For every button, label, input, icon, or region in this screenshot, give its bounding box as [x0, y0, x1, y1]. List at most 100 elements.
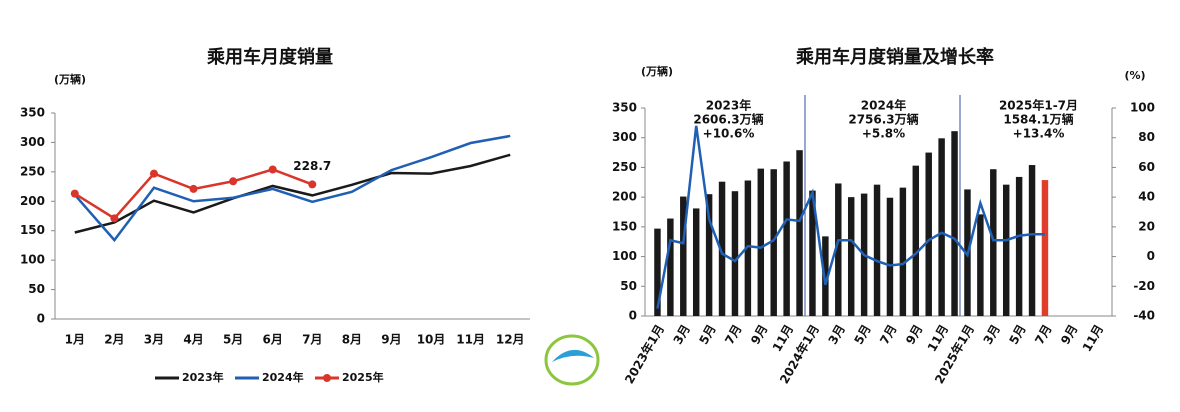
logo-car: [552, 349, 594, 362]
y-tick-label: 350: [20, 106, 45, 120]
x-tick-label: 7月: [877, 322, 899, 347]
x-tick-label: 10月: [417, 333, 446, 347]
y-unit: (万辆): [54, 72, 86, 86]
x-tick-label: 3月: [671, 322, 693, 347]
bar: [705, 194, 713, 316]
x-tick-label: 5月: [1006, 322, 1028, 347]
x-tick-label: 3月: [826, 322, 848, 347]
bar: [783, 161, 790, 316]
annotation: +13.4%: [1013, 127, 1065, 141]
x-tick-label: 5月: [223, 333, 243, 347]
y-tick-label: 250: [20, 164, 45, 178]
x-tick-label: 3月: [144, 333, 164, 347]
x-tick-label: 2023年1月: [621, 322, 667, 386]
chart-title: 乘用车月度销量: [206, 46, 333, 68]
x-tick-label: 7月: [722, 322, 744, 347]
point: [268, 165, 277, 174]
x-tick-label: 8月: [342, 333, 362, 347]
bar: [757, 168, 765, 316]
legend-label: 2025年: [342, 370, 384, 384]
bar: [770, 169, 777, 316]
annotation: 2024年: [861, 98, 906, 113]
bar: [692, 208, 700, 316]
x-tick-label: 7月: [302, 333, 322, 347]
bar: [654, 228, 661, 316]
y-tick-label: 150: [612, 219, 637, 233]
x-tick-label: 9月: [903, 322, 925, 347]
bar: [718, 181, 726, 316]
annotation: +10.6%: [703, 127, 755, 141]
data-label: 228.7: [293, 159, 331, 173]
bar: [796, 150, 803, 316]
y-tick-label: 50: [620, 279, 637, 293]
bar: [1028, 165, 1036, 316]
point: [189, 184, 198, 193]
point: [308, 180, 317, 189]
y-tick-label: 300: [612, 130, 637, 144]
annotation: 2023年: [706, 98, 751, 113]
y-tick-label: 300: [20, 135, 45, 149]
x-tick-label: 11月: [770, 322, 796, 354]
x-tick-label: 4月: [183, 333, 203, 347]
bar: [886, 197, 894, 316]
bar: [1002, 184, 1010, 316]
legend-label: 2024年: [262, 370, 304, 384]
y-tick-label: 0: [629, 309, 637, 323]
y2-tick-label: 40: [1138, 190, 1155, 204]
x-tick-label: 7月: [1032, 322, 1054, 347]
y2-tick-label: 0: [1147, 249, 1155, 263]
bar: [680, 196, 687, 316]
annotation: +5.8%: [862, 127, 905, 141]
bar: [990, 169, 997, 316]
y-tick-label: 0: [37, 312, 45, 326]
y2-tick-label: -40: [1133, 309, 1155, 323]
x-tick-label: 5月: [851, 322, 873, 347]
series-line: [74, 153, 511, 234]
x-tick-label: 9月: [381, 333, 401, 347]
bar: [938, 138, 945, 316]
y-tick-label: 100: [20, 253, 45, 267]
y-tick-label: 150: [20, 223, 45, 237]
logo: [544, 334, 600, 386]
bar: [731, 191, 739, 316]
bar: [977, 214, 984, 316]
y2-unit: (%): [1124, 69, 1145, 82]
series-line: [656, 125, 1045, 309]
y-tick-label: 200: [612, 190, 637, 204]
series-line: [73, 134, 511, 243]
y2-tick-label: -20: [1133, 279, 1155, 293]
x-tick-label: 11月: [1080, 322, 1106, 354]
x-tick-label: 6月: [263, 333, 283, 347]
bar: [847, 197, 855, 316]
bar: [899, 187, 907, 316]
x-tick-label: 11月: [456, 333, 485, 347]
bar: [809, 190, 816, 316]
y-tick-label: 100: [612, 249, 637, 263]
x-tick-label: 3月: [981, 322, 1003, 347]
annotation: 2606.3万辆: [693, 112, 763, 127]
bar: [1015, 176, 1023, 316]
bar: [667, 218, 674, 316]
x-tick-label: 1月: [65, 333, 85, 347]
chart-title: 乘用车月度销量及增长率: [795, 46, 994, 68]
y2-tick-label: 60: [1138, 160, 1155, 174]
legend-marker: [323, 374, 331, 382]
annotation: 2025年1-7月: [999, 98, 1078, 113]
bar: [951, 131, 958, 316]
x-tick-label: 5月: [696, 322, 718, 347]
legend-label: 2023年: [182, 370, 224, 384]
bar: [744, 180, 752, 316]
bar: [1041, 180, 1049, 316]
x-tick-label: 9月: [748, 322, 770, 347]
point: [70, 189, 79, 198]
bar: [835, 183, 842, 316]
point: [110, 214, 119, 223]
y-tick-label: 50: [28, 282, 45, 296]
x-tick-label: 11月: [925, 322, 951, 354]
point: [149, 169, 158, 178]
y2-tick-label: 100: [1130, 101, 1155, 115]
x-tick-label: 12月: [496, 333, 525, 347]
x-tick-label: 9月: [1058, 322, 1080, 347]
y-tick-label: 250: [612, 160, 637, 174]
